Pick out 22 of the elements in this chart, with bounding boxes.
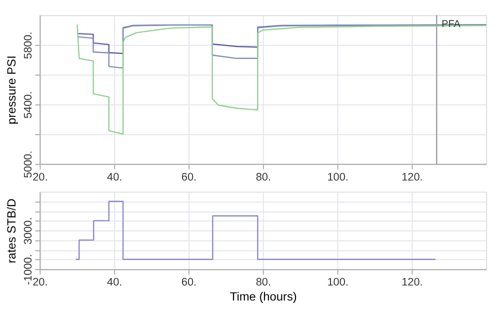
y-axis-title: rates STB/D — [4, 198, 18, 264]
y-tick-label: 3000. — [22, 217, 34, 245]
y-axis-title: pressure PSI — [4, 56, 18, 124]
ref-line-label: PFA — [442, 19, 461, 30]
x-tick-label: 120. — [402, 276, 423, 288]
x-tick-label: 80. — [256, 276, 271, 288]
x-tick-label: 40. — [106, 171, 122, 184]
y-tick-label: 5000. — [22, 150, 34, 178]
x-tick-label: 40. — [106, 276, 122, 288]
y-tick-label: 5800. — [22, 32, 34, 60]
x-tick-label: 80. — [256, 171, 271, 184]
x-tick-label: 120. — [402, 171, 423, 184]
line-series — [75, 200, 436, 260]
x-tick-label: 60. — [181, 276, 197, 288]
x-tick-label: 100. — [327, 171, 348, 184]
x-tick-label: 20. — [32, 276, 48, 288]
y-tick-label: -1000. — [22, 254, 34, 286]
x-axis-title: Time (hours) — [230, 289, 297, 304]
x-tick-label: 20. — [32, 171, 48, 184]
y-tick-label: 5400. — [22, 91, 34, 119]
x-tick-label: 60. — [181, 171, 197, 184]
x-tick-label: 100. — [327, 276, 348, 288]
